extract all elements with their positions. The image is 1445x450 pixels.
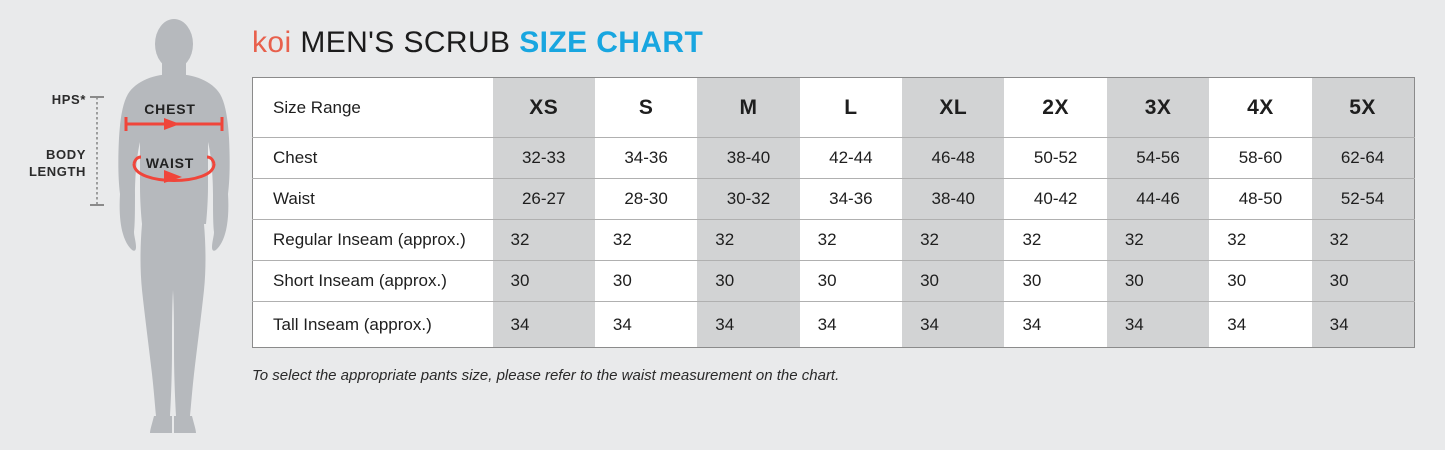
table-cell: 30 bbox=[902, 260, 1005, 302]
table-header-row: Size Range XS S M L XL 2X 3X 4X 5X bbox=[252, 77, 1415, 138]
hps-label: HPS* bbox=[51, 92, 86, 107]
table-cell: 46-48 bbox=[902, 137, 1005, 179]
page-title: koi MEN'S SCRUB SIZE CHART bbox=[252, 26, 703, 60]
table-cell: 34 bbox=[1209, 301, 1312, 348]
table-cell: 28-30 bbox=[594, 178, 698, 220]
row-label: Waist bbox=[252, 178, 493, 220]
table-cell: 32 bbox=[1209, 219, 1312, 261]
table-row: Regular Inseam (approx.) 32 32 32 32 32 32 32 32… bbox=[252, 219, 1415, 261]
table-cell: 58-60 bbox=[1209, 137, 1312, 179]
column-header-3x: 3X bbox=[1106, 77, 1210, 138]
table-cell: 34 bbox=[1311, 301, 1415, 348]
table-cell: 44-46 bbox=[1106, 178, 1210, 220]
table-cell: 30 bbox=[1311, 260, 1415, 302]
size-chart-table: Size Range XS S M L XL 2X 3X 4X 5X Chest 32-33 34-… bbox=[252, 77, 1415, 348]
table-cell: 30 bbox=[1209, 260, 1312, 302]
table-cell: 34 bbox=[1106, 301, 1210, 348]
table-cell: 34 bbox=[902, 301, 1005, 348]
brand-name: koi bbox=[252, 26, 292, 59]
table-cell: 32-33 bbox=[492, 137, 595, 179]
table-cell: 30 bbox=[1106, 260, 1210, 302]
table-cell: 48-50 bbox=[1209, 178, 1312, 220]
column-header-xl: XL bbox=[902, 77, 1005, 138]
table-cell: 38-40 bbox=[902, 178, 1005, 220]
row-label: Regular Inseam (approx.) bbox=[252, 219, 493, 261]
table-cell: 32 bbox=[1004, 219, 1107, 261]
table-row: Chest 32-33 34-36 38-40 42-44 46-48 50-52 54-56… bbox=[252, 137, 1415, 179]
column-header-size-range: Size Range bbox=[252, 77, 493, 138]
row-label: Short Inseam (approx.) bbox=[252, 260, 493, 302]
table-cell: 32 bbox=[1106, 219, 1210, 261]
waist-measure-label: WAIST bbox=[145, 155, 195, 171]
table-cell: 50-52 bbox=[1004, 137, 1107, 179]
table-cell: 34 bbox=[697, 301, 800, 348]
column-header-xs: XS bbox=[492, 77, 595, 138]
column-header-s: S bbox=[594, 77, 698, 138]
table-cell: 42-44 bbox=[799, 137, 903, 179]
table-row: Short Inseam (approx.) 30 30 30 30 30 30 30 30 30 bbox=[252, 260, 1415, 302]
table-cell: 30-32 bbox=[697, 178, 800, 220]
row-label: Tall Inseam (approx.) bbox=[252, 301, 493, 348]
title-accent: SIZE CHART bbox=[519, 26, 704, 59]
column-header-m: M bbox=[697, 77, 800, 138]
table-cell: 32 bbox=[492, 219, 595, 261]
chest-measure-label: CHEST bbox=[144, 101, 196, 117]
column-header-l: L bbox=[799, 77, 903, 138]
table-cell: 34-36 bbox=[594, 137, 698, 179]
table-cell: 34 bbox=[1004, 301, 1107, 348]
table-cell: 32 bbox=[1311, 219, 1415, 261]
table-cell: 34 bbox=[492, 301, 595, 348]
body-length-bracket-icon bbox=[90, 96, 104, 206]
measurement-diagram: HPS* BODY LENGTH bbox=[0, 0, 250, 450]
table-cell: 34 bbox=[799, 301, 903, 348]
table-row: Waist 26-27 28-30 30-32 34-36 38-40 40-42 44-46… bbox=[252, 178, 1415, 220]
table-cell: 52-54 bbox=[1311, 178, 1415, 220]
table-cell: 38-40 bbox=[697, 137, 800, 179]
table-cell: 32 bbox=[799, 219, 903, 261]
table-cell: 30 bbox=[1004, 260, 1107, 302]
table-cell: 40-42 bbox=[1004, 178, 1107, 220]
column-header-4x: 4X bbox=[1209, 77, 1312, 138]
table-cell: 54-56 bbox=[1106, 137, 1210, 179]
table-cell: 30 bbox=[799, 260, 903, 302]
column-header-2x: 2X bbox=[1004, 77, 1107, 138]
table-cell: 32 bbox=[594, 219, 698, 261]
size-chart-table-container: Size Range XS S M L XL 2X 3X 4X 5X Chest 32-33 34-… bbox=[252, 77, 1415, 348]
table-cell: 34-36 bbox=[799, 178, 903, 220]
row-label: Chest bbox=[252, 137, 493, 179]
table-cell: 32 bbox=[697, 219, 800, 261]
body-length-label: BODY LENGTH bbox=[28, 147, 86, 179]
table-footnote: To select the appropriate pants size, pl… bbox=[252, 367, 840, 384]
table-cell: 62-64 bbox=[1311, 137, 1415, 179]
title-middle: MEN'S SCRUB bbox=[300, 26, 511, 59]
male-body-silhouette-icon bbox=[118, 19, 230, 433]
table-cell: 30 bbox=[697, 260, 800, 302]
table-cell: 26-27 bbox=[492, 178, 595, 220]
table-row: Tall Inseam (approx.) 34 34 34 34 34 34 34 34 34 bbox=[252, 301, 1415, 348]
column-header-5x: 5X bbox=[1311, 77, 1415, 138]
table-cell: 34 bbox=[594, 301, 698, 348]
table-cell: 30 bbox=[492, 260, 595, 302]
table-cell: 32 bbox=[902, 219, 1005, 261]
table-cell: 30 bbox=[594, 260, 698, 302]
